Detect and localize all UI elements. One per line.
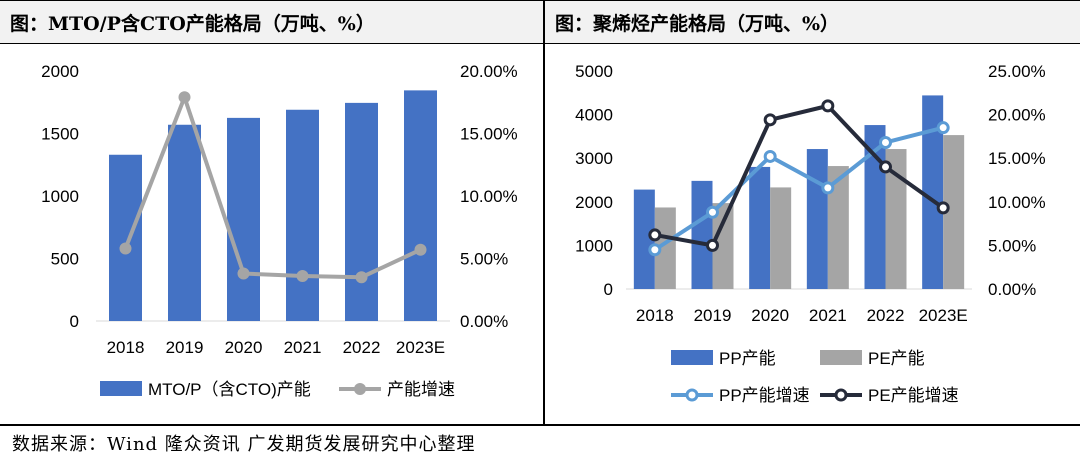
y-right-tick-label: 10.00%	[460, 187, 518, 206]
x-tick-label: 2019	[166, 338, 204, 357]
line-point-0-2018	[119, 242, 132, 255]
bar-pe-2020	[770, 187, 792, 289]
y-right-tick-label: 0.00%	[460, 312, 508, 331]
footer-divider	[0, 424, 1080, 426]
y-left-tick-label: 0	[70, 312, 79, 331]
y-right-tick-label: 25.00%	[988, 62, 1046, 81]
line-point-0-2018	[648, 243, 662, 257]
line-point-1-2021	[821, 99, 835, 113]
line-series-1	[654, 103, 945, 248]
legend-label: PP产能	[719, 349, 776, 368]
legend-marker	[834, 388, 848, 402]
legend-marker	[685, 388, 699, 402]
legend-label: PE产能增速	[868, 386, 959, 405]
x-tick-label: 2021	[284, 338, 322, 357]
x-tick-label: 2019	[694, 306, 732, 325]
bar-pp-2018	[633, 189, 655, 289]
line-point-1-2022	[879, 160, 892, 174]
x-tick-label: 2023E	[396, 338, 445, 357]
line-point-0-2021	[821, 181, 835, 195]
bar-pe-2022	[885, 149, 907, 289]
source-note: 数据来源：Wind 隆众资讯 广发期货发展研究中心整理	[12, 434, 476, 455]
bar-mtopcto-2020	[227, 117, 260, 321]
y-right-tick-label: 0.00%	[988, 280, 1036, 299]
bar-pe-2018	[654, 207, 676, 289]
line-point-1-2020	[763, 113, 777, 127]
y-right-tick-label: 15.00%	[988, 149, 1046, 168]
x-tick-label: 2018	[107, 338, 145, 357]
line-point-0-2022	[355, 271, 368, 284]
bar-mtopcto-2019	[168, 124, 201, 321]
line-point-0-2023e	[414, 243, 427, 256]
y-left-tick-label: 5000	[575, 62, 613, 81]
legend-swatch	[100, 381, 142, 396]
y-left-tick-label: 2000	[575, 193, 613, 212]
y-right-tick-label: 5.00%	[988, 236, 1036, 255]
legend-swatch	[671, 350, 713, 365]
legend-swatch	[820, 350, 862, 365]
bar-pp-2020	[749, 166, 771, 289]
bar-mtopcto-2022	[345, 102, 378, 321]
y-left-tick-label: 3000	[575, 149, 613, 168]
y-right-tick-label: 20.00%	[460, 62, 518, 81]
x-tick-label: 2018	[636, 306, 674, 325]
line-point-0-2022	[879, 136, 892, 150]
bar-pp-2023e	[922, 95, 944, 289]
line-point-1-2018	[648, 228, 662, 242]
y-left-tick-label: 0	[604, 280, 613, 299]
bar-mtopcto-2021	[286, 109, 319, 321]
y-left-tick-label: 1000	[575, 236, 613, 255]
y-left-tick-label: 500	[51, 250, 79, 269]
x-tick-label: 2022	[867, 306, 905, 325]
y-left-tick-label: 1500	[41, 125, 79, 144]
line-point-1-2023e	[936, 201, 950, 215]
x-tick-label: 2020	[751, 306, 789, 325]
line-series-0	[653, 125, 944, 252]
bar-pe-2019	[712, 203, 734, 289]
legend-label: PP产能增速	[719, 386, 810, 405]
bar-mtopcto-2023e	[404, 90, 437, 321]
line-point-0-2023e	[936, 121, 950, 135]
right-chart-title: 图：聚烯烃产能格局（万吨、%）	[545, 0, 1080, 44]
bar-pp-2019	[691, 180, 713, 289]
y-right-tick-label: 15.00%	[460, 125, 518, 144]
legend-label: 产能增速	[387, 380, 455, 399]
y-right-tick-label: 5.00%	[460, 250, 508, 269]
line-point-0-2020	[763, 149, 777, 163]
x-tick-label: 2021	[809, 306, 847, 325]
legend-label: PE产能	[868, 349, 925, 368]
x-tick-label: 2022	[343, 338, 381, 357]
y-right-tick-label: 20.00%	[988, 106, 1046, 125]
left-chart: 0 500 1000 1500 2000 0.00% 5.00% 10.00% 15.00% 20…	[41, 62, 518, 399]
right-chart: 0 1000 2000 3000 4000 5000 0.00% 5.00% 10.00% 15.…	[575, 62, 1046, 405]
line-point-0-2019	[178, 91, 191, 104]
line-point-0-2020	[237, 267, 250, 280]
legend-label: MTO/P（含CTO)产能	[148, 380, 311, 399]
line-point-1-2019	[706, 238, 719, 252]
left-chart-title: 图：MTO/P含CTO产能格局（万吨、%）	[0, 0, 543, 44]
y-left-tick-label: 4000	[575, 106, 613, 125]
bar-pe-2023e	[943, 135, 965, 289]
legend-marker	[354, 383, 366, 395]
panel-divider	[543, 0, 545, 425]
y-left-tick-label: 1000	[41, 187, 79, 206]
bar-pe-2021	[827, 166, 849, 289]
line-point-0-2021	[296, 270, 309, 282]
bar-mtopcto-2018	[109, 154, 142, 321]
line-series-0	[123, 95, 422, 280]
x-tick-label: 2023E	[919, 306, 968, 325]
bar-pp-2021	[806, 149, 828, 289]
line-point-0-2019	[706, 205, 719, 219]
y-right-tick-label: 10.00%	[988, 193, 1046, 212]
y-left-tick-label: 2000	[41, 62, 79, 81]
x-tick-label: 2020	[225, 338, 263, 357]
